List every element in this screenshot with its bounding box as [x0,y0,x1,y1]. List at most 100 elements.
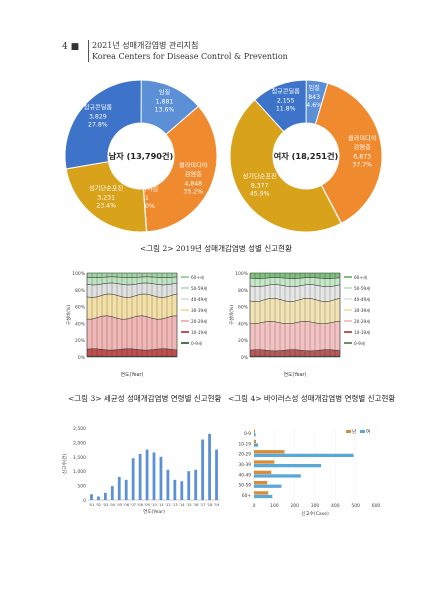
legend-label: 20-29세 [354,318,370,325]
legend-label: 남 [352,428,356,435]
legend-label: 50-59세 [191,285,207,292]
x-tick-label: 200 [290,503,299,509]
y-tick-label: 2,000 [73,440,86,446]
bar-여-40-49 [254,474,301,478]
slice-name: 감염증 [185,171,202,179]
legend-swatch [346,430,351,433]
x-tick-label: '15 [186,503,192,507]
slice-label: 성기단순포진 3,231 23.4% [89,184,123,209]
x-tick-label: '10 [151,503,157,507]
bar-'04 [110,486,114,500]
x-tick-label: '12 [165,503,171,507]
slice-label: 첨규콘딜롬 3,829 27.8% [84,104,113,129]
bar-'06 [124,479,128,500]
slice-pct: 13.6% [155,107,175,114]
x-tick-label: '18 [207,503,213,507]
y-tick-label: 20% [75,338,86,344]
x-tick-label: 500 [351,503,360,509]
y-tick-label: 40-49 [239,472,252,478]
x-tick-label: '09 [144,503,150,507]
slice-label: 첨규콘딜롬 2,155 11.8% [271,87,300,112]
slice-label: 임질 1,881 13.6% [155,89,175,114]
y-tick-label: 60% [238,305,249,311]
slice-pct: 35.2% [183,189,203,196]
figure2-caption: <그림 2> 2019년 성매개감염병 성별 신고현황 [140,244,292,253]
legend-swatch [360,430,365,433]
donut-hole [108,123,174,189]
slice-pct: 23.4% [96,202,116,209]
slice-count: 1 [145,195,149,202]
figure3-caption: <그림 3> 세균성 성매개감염병 연령별 신고현황 [68,394,222,403]
slice-count: 8,377 [251,182,269,189]
bar-여-0-9 [254,433,256,437]
x-tick-label: '17 [200,503,206,507]
x-axis-label: 연도(Year) [143,508,165,515]
bar-'03 [103,492,107,500]
legend-label: 60+세 [191,274,204,281]
y-axis-label: 신고수(건) [61,454,68,474]
x-tick-label: '03 [103,503,109,507]
y-tick-label: 0% [78,355,86,361]
y-tick-label: 40% [75,321,86,327]
donut-hole [273,123,339,189]
y-tick-label: 0 [83,498,86,504]
slice-label: 임질 843 4.6% [306,84,322,109]
header-title: 2021년 성매개감염병 관리지침 [92,41,199,50]
legend-label: 0-9세 [191,340,202,347]
bar-'19 [215,449,218,500]
slice-name: 임질 [308,84,320,92]
bar-'05 [117,476,121,500]
x-tick-label: '16 [193,503,199,507]
slice-name: 성기단순포진 [89,184,123,192]
x-tick-label: '14 [179,503,185,507]
y-axis-label: 구성비(%) [65,305,72,325]
y-tick-label: 50-59 [239,483,252,489]
y-tick-label: 0-9 [244,431,251,437]
header-subtitle: Korea Centers for Disease Control & Prev… [92,52,288,61]
y-tick-label: 30-39 [239,462,252,468]
bar-남-10-19 [254,439,257,444]
slice-name: 연성하감 [136,185,159,193]
y-tick-label: 10-19 [239,441,252,447]
slice-name: 임질 [159,89,171,97]
slice-pct: 4.6% [306,102,322,109]
legend-label: 40-49세 [191,296,207,303]
slice-label: 클라미디아 감염증 6,873 37.7% [348,134,377,168]
page-number: 4 ■ [62,42,80,52]
bar-'07 [131,458,135,500]
bar-남-30-39 [254,460,275,464]
x-tick-label: 0 [253,503,256,509]
bar-'11 [159,456,163,500]
slice-count: 1,881 [156,99,174,106]
figure4-caption: <그림 4> 바이러스성 성매개감염병 연령별 신고현황 [228,394,396,403]
y-tick-label: 20-29 [239,452,252,458]
bar-남-60+ [254,491,269,495]
bar-남-40-49 [254,470,272,474]
male-donut-chart: 임질 1,881 13.6% 클라미디아 감염증 4,848 35.2% 연성하감 1 0.0% 성… [64,79,218,233]
bar-'17 [201,439,205,500]
y-tick-label: 0% [241,355,249,361]
bar-'10 [152,452,156,500]
bar-남-0-9 [254,429,256,433]
x-tick-label: 100 [270,503,279,509]
bar-여-60+ [254,494,273,499]
legend-label: 40-49세 [354,296,370,303]
bar-'14 [180,481,184,500]
bar-남-50-59 [254,480,268,485]
slice-count: 843 [308,94,320,101]
y-tick-label: 40% [238,321,249,327]
bar-남-20-29 [254,450,285,454]
x-tick-label: '11 [158,503,164,507]
bar-여-50-59 [254,484,282,488]
x-tick-label: '07 [130,503,136,507]
legend-label: 30-39세 [191,307,207,314]
legend-label: 10-19세 [354,329,370,336]
female-donut-chart: 임질8434.6%클라미디아감염증6,87337.7%연성하감30.0%성기단순… [229,79,383,233]
x-tick-label: '05 [116,503,122,507]
legend-label: 50-59세 [354,285,370,292]
slice-label: 연성하감 1 0.0% [136,185,159,210]
slice-name: 클라미디아 [179,162,208,170]
bar-'02 [97,496,100,500]
y-tick-label: 60% [75,305,86,311]
